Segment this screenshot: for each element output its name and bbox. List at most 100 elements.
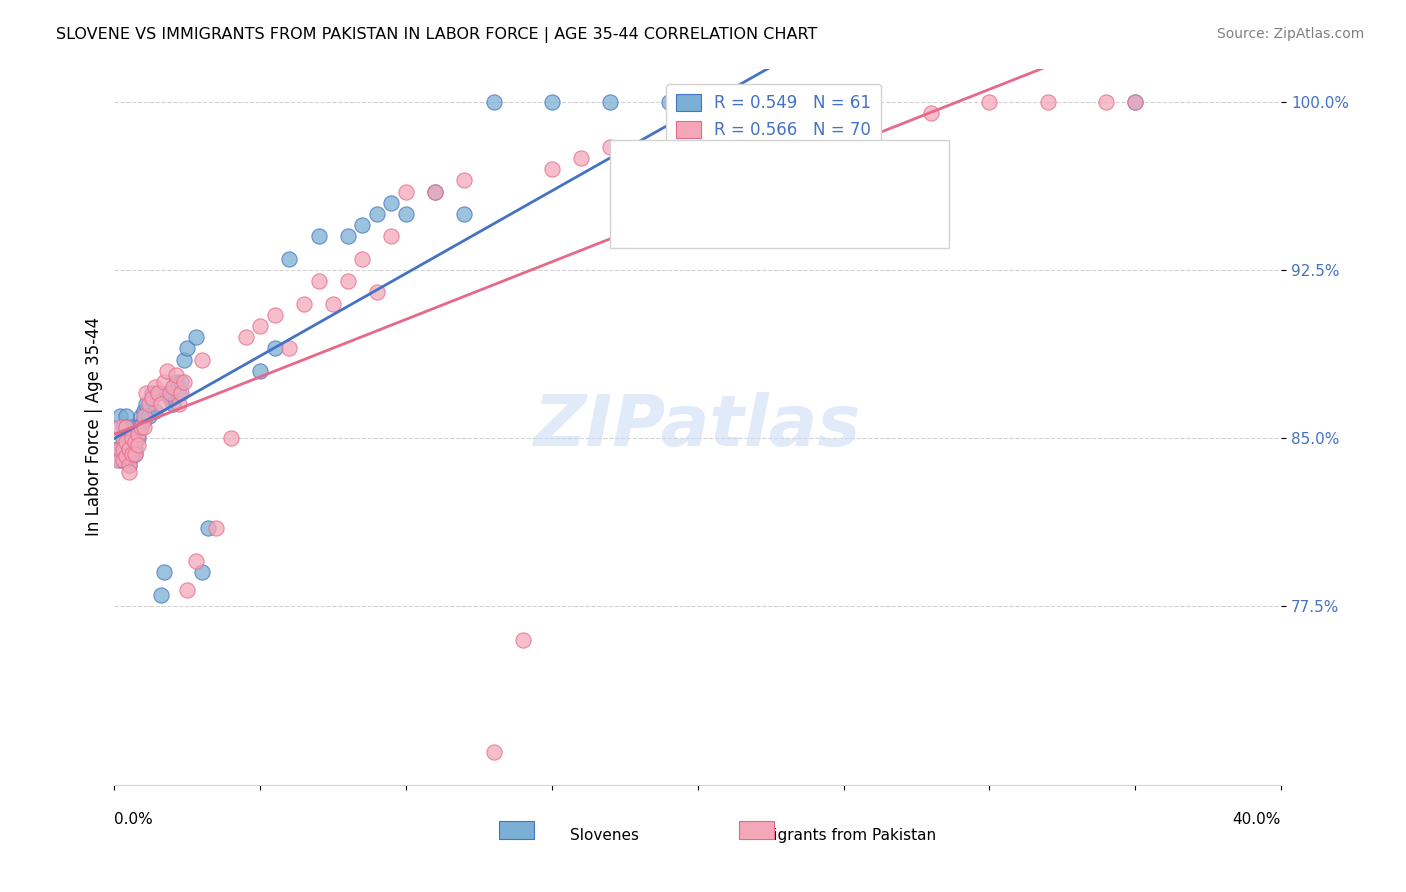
Point	[135, 397, 157, 411]
Point	[170, 386, 193, 401]
Point	[278, 252, 301, 266]
Point	[121, 431, 143, 445]
Point	[352, 252, 374, 266]
Point	[121, 447, 143, 461]
Y-axis label: In Labor Force | Age 35-44: In Labor Force | Age 35-44	[86, 318, 103, 536]
Point	[167, 386, 190, 401]
Point	[541, 162, 564, 177]
Point	[110, 453, 132, 467]
Point	[112, 431, 135, 445]
Point	[129, 419, 152, 434]
Point	[308, 229, 330, 244]
Point	[156, 364, 179, 378]
Point	[124, 447, 146, 461]
Point	[115, 409, 138, 423]
Point	[453, 207, 475, 221]
Text: 40.0%: 40.0%	[1233, 812, 1281, 827]
Point	[176, 342, 198, 356]
Text: 0.0%: 0.0%	[114, 812, 153, 827]
Point	[118, 438, 141, 452]
Point	[132, 413, 155, 427]
Point	[118, 447, 141, 461]
Point	[308, 274, 330, 288]
Point	[425, 185, 447, 199]
Point	[803, 128, 825, 143]
Point	[124, 435, 146, 450]
Point	[121, 449, 143, 463]
Point	[121, 431, 143, 445]
Point	[170, 375, 193, 389]
Point	[143, 404, 166, 418]
Text: ZIPatlas: ZIPatlas	[534, 392, 862, 461]
Point	[380, 195, 402, 210]
Point	[153, 375, 176, 389]
Point	[176, 583, 198, 598]
Point	[124, 442, 146, 457]
Point	[1095, 95, 1118, 109]
Text: Immigrants from Pakistan: Immigrants from Pakistan	[740, 828, 936, 843]
Point	[173, 375, 195, 389]
Text: Source: ZipAtlas.com: Source: ZipAtlas.com	[1216, 27, 1364, 41]
Text: SLOVENE VS IMMIGRANTS FROM PAKISTAN IN LABOR FORCE | AGE 35-44 CORRELATION CHART: SLOVENE VS IMMIGRANTS FROM PAKISTAN IN L…	[56, 27, 818, 43]
Point	[745, 140, 768, 154]
Point	[162, 379, 184, 393]
Point	[862, 118, 884, 132]
Point	[118, 458, 141, 472]
Point	[138, 397, 160, 411]
Point	[124, 435, 146, 450]
Text: Slovenes: Slovenes	[569, 828, 638, 843]
Point	[112, 442, 135, 457]
Point	[205, 520, 228, 534]
Point	[249, 364, 271, 378]
Point	[118, 458, 141, 472]
Point	[716, 118, 738, 132]
Point	[159, 391, 181, 405]
Point	[219, 431, 242, 445]
Point	[352, 219, 374, 233]
Point	[184, 330, 207, 344]
Point	[920, 106, 942, 120]
Point	[336, 229, 359, 244]
Point	[380, 229, 402, 244]
Point	[322, 296, 344, 310]
Point	[138, 409, 160, 423]
Point	[127, 431, 149, 445]
FancyBboxPatch shape	[499, 821, 534, 838]
Point	[395, 185, 418, 199]
Point	[482, 745, 505, 759]
Point	[173, 352, 195, 367]
Point	[127, 426, 149, 441]
Point	[105, 442, 128, 457]
Point	[112, 453, 135, 467]
Point	[1123, 95, 1146, 109]
Point	[150, 397, 173, 411]
Point	[146, 386, 169, 401]
Point	[115, 419, 138, 434]
Point	[159, 386, 181, 401]
Point	[1036, 95, 1059, 109]
Point	[127, 419, 149, 434]
Point	[118, 465, 141, 479]
Point	[112, 442, 135, 457]
Point	[263, 342, 285, 356]
Point	[165, 375, 187, 389]
Point	[132, 419, 155, 434]
Point	[121, 419, 143, 434]
Point	[569, 151, 592, 165]
Point	[482, 95, 505, 109]
Point	[658, 95, 681, 109]
Point	[336, 274, 359, 288]
Point	[115, 453, 138, 467]
Point	[512, 632, 534, 647]
Point	[135, 386, 157, 401]
Point	[112, 419, 135, 434]
Point	[979, 95, 1001, 109]
Point	[197, 520, 219, 534]
Point	[165, 368, 187, 383]
Point	[118, 431, 141, 445]
Point	[156, 386, 179, 401]
Point	[366, 207, 388, 221]
Point	[143, 379, 166, 393]
Point	[127, 438, 149, 452]
Point	[191, 566, 214, 580]
